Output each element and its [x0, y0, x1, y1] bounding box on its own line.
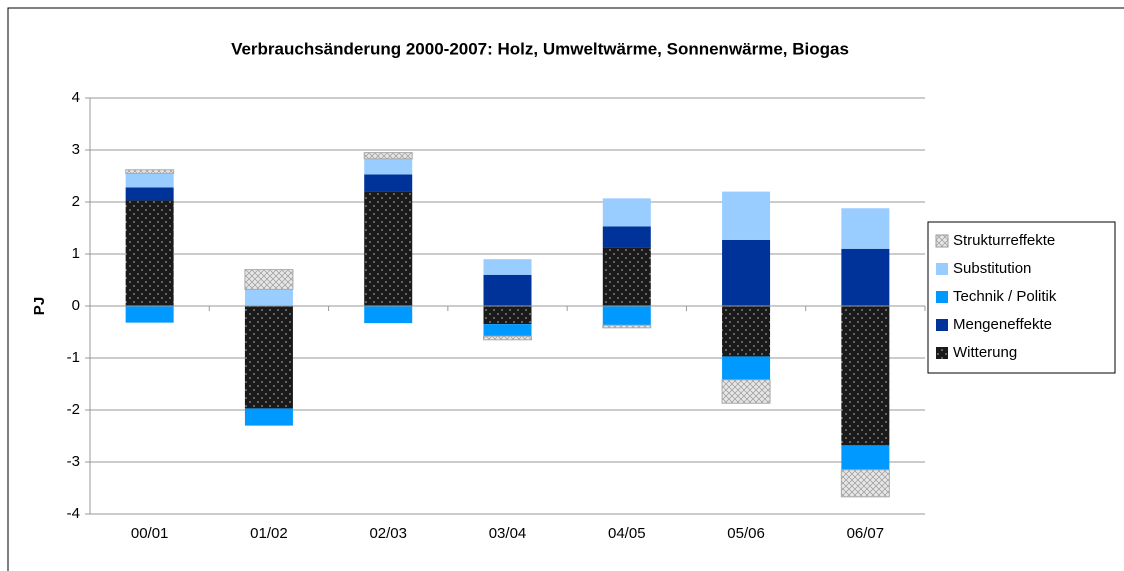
- bar-segment: [841, 208, 890, 249]
- bar-segment: [125, 200, 174, 306]
- bar-segment: [722, 239, 771, 306]
- bar-segment: [364, 158, 413, 175]
- x-tick-label: 02/03: [369, 525, 407, 542]
- bar-segment: [602, 306, 651, 326]
- x-tick-label: 05/06: [727, 525, 765, 542]
- bar-segment: [602, 247, 651, 306]
- bar-segment: [483, 274, 532, 306]
- bar-segment: [722, 356, 771, 380]
- y-tick-label: -1: [67, 349, 80, 366]
- x-tick-label: 03/04: [489, 525, 527, 542]
- x-tick-label: 06/07: [847, 525, 885, 542]
- bar-segment: [721, 379, 771, 404]
- bar-segment: [364, 174, 413, 192]
- legend-swatch: [936, 291, 948, 303]
- bar-segment: [244, 408, 293, 426]
- y-axis-label: PJ: [31, 297, 48, 315]
- bar-segment: [125, 306, 174, 323]
- legend-swatch: [936, 319, 948, 331]
- bar-segment: [244, 289, 293, 306]
- y-tick-label: -2: [67, 401, 80, 418]
- bar-segment: [722, 306, 771, 357]
- bar-segment: [602, 324, 652, 329]
- bar-segment: [483, 335, 532, 341]
- y-tick-label: -3: [67, 453, 80, 470]
- bar-segment: [841, 248, 890, 306]
- bar-segment: [364, 191, 413, 306]
- y-tick-label: -4: [67, 505, 80, 522]
- bar-segment: [841, 306, 890, 446]
- bar-segment: [483, 259, 532, 275]
- legend-swatch: [935, 234, 949, 248]
- legend-box: [927, 221, 1116, 374]
- bar-segment: [125, 173, 174, 188]
- y-tick-label: 4: [72, 89, 80, 106]
- bar-segment: [602, 226, 651, 248]
- chart-title: Verbrauchsänderung 2000-2007: Holz, Umwe…: [231, 39, 849, 58]
- legend-label: Substitution: [953, 260, 1031, 277]
- bar-segment: [125, 169, 175, 174]
- bar-segment: [841, 445, 890, 470]
- bar-segment: [602, 198, 651, 227]
- bar-segment: [125, 187, 174, 201]
- y-tick-label: 0: [72, 297, 80, 314]
- legend-swatch: [936, 347, 948, 359]
- bar-segment: [483, 324, 532, 337]
- x-tick-label: 00/01: [131, 525, 169, 542]
- legend-label: Technik / Politik: [953, 288, 1057, 305]
- bar-segment: [364, 306, 413, 324]
- bar-segment: [840, 469, 890, 498]
- bar-segment: [363, 152, 413, 160]
- legend-swatch: [936, 263, 948, 275]
- bar-segment: [483, 306, 532, 325]
- bar-segment: [244, 269, 294, 290]
- bar-segment: [722, 191, 771, 240]
- y-tick-label: 2: [72, 193, 80, 210]
- x-tick-label: 01/02: [250, 525, 288, 542]
- bar-segment: [244, 306, 293, 409]
- legend-label: Witterung: [953, 344, 1017, 361]
- y-tick-label: 1: [72, 245, 80, 262]
- y-tick-label: 3: [72, 141, 80, 158]
- legend-label: Mengeneffekte: [953, 316, 1052, 333]
- x-tick-label: 04/05: [608, 525, 646, 542]
- legend-label: Strukturreffekte: [953, 232, 1055, 249]
